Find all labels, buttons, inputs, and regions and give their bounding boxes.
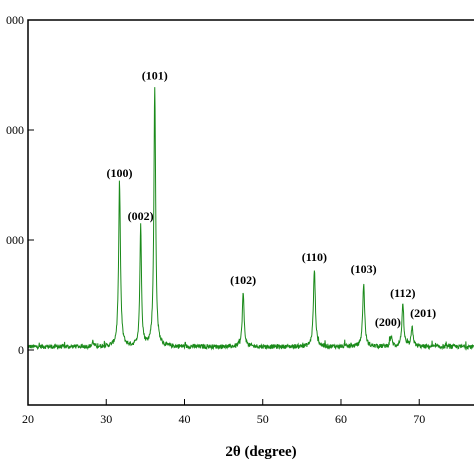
- plot-frame: [27, 19, 474, 406]
- peak-label: (102): [230, 273, 256, 287]
- peak-label: (103): [351, 262, 377, 276]
- y-tick-label: 000: [6, 13, 24, 27]
- x-tick-label: 70: [413, 412, 425, 426]
- x-tick-label: 20: [22, 412, 34, 426]
- x-tick-label: 60: [335, 412, 347, 426]
- peak-label: (002): [128, 209, 154, 223]
- peak-label: (200): [375, 315, 401, 329]
- peak-label: (112): [390, 286, 415, 300]
- series-line: [27, 87, 474, 351]
- x-tick-label: 40: [178, 412, 190, 426]
- x-tick-label: 50: [257, 412, 269, 426]
- y-tick-label: 000: [6, 123, 24, 137]
- y-tick-label: 0: [18, 343, 24, 357]
- peak-label: (201): [410, 306, 436, 320]
- x-tick-label: 30: [100, 412, 112, 426]
- peak-label: (100): [107, 166, 133, 180]
- x-axis-label: 2θ (degree): [225, 444, 296, 460]
- peak-label: (110): [302, 250, 327, 264]
- y-tick-label: 000: [6, 233, 24, 247]
- peak-label: (101): [142, 68, 168, 82]
